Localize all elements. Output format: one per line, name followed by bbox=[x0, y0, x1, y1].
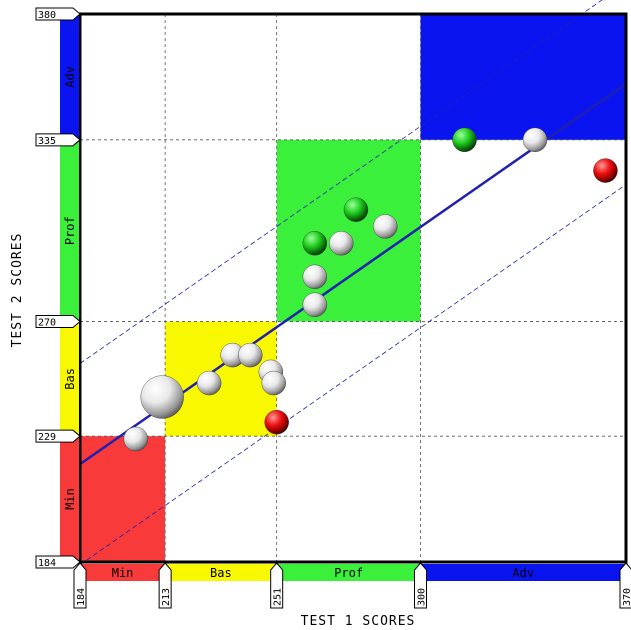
x-tick-label: 300 bbox=[417, 588, 428, 606]
level-region bbox=[80, 436, 166, 562]
data-point bbox=[302, 231, 328, 256]
data-point bbox=[238, 342, 263, 368]
x-tick-label: 184 bbox=[76, 588, 87, 606]
y-tick-label: 184 bbox=[38, 558, 56, 569]
x-tick-tag bbox=[619, 562, 631, 609]
plot-frame bbox=[78, 12, 628, 564]
y-tick-label: 270 bbox=[38, 318, 56, 329]
y-band bbox=[60, 14, 79, 140]
y-tick-label: 335 bbox=[38, 136, 56, 147]
x-band-label: Bas bbox=[210, 566, 232, 580]
data-point bbox=[264, 410, 289, 435]
y-tick-label: 380 bbox=[38, 10, 56, 21]
data-point bbox=[452, 127, 477, 153]
x-tick-label: 213 bbox=[161, 588, 172, 606]
y-band-label: Prof bbox=[63, 216, 77, 245]
x-band-label: Adv bbox=[512, 566, 534, 580]
y-band-label: Bas bbox=[63, 368, 77, 390]
x-band-label: Min bbox=[112, 566, 134, 580]
y-tick-tag bbox=[35, 133, 81, 147]
data-point bbox=[302, 292, 328, 317]
x-axis-title: TEST 1 SCORES bbox=[301, 614, 416, 629]
y-tick-tag bbox=[35, 7, 81, 21]
y-tick-label: 229 bbox=[38, 432, 56, 443]
x-band bbox=[165, 564, 277, 581]
x-band bbox=[80, 564, 166, 581]
data-point bbox=[593, 158, 618, 183]
y-band-label: Adv bbox=[63, 66, 77, 88]
y-axis-title: TEST 2 SCORES bbox=[10, 233, 25, 348]
data-point bbox=[261, 370, 286, 396]
data-point bbox=[196, 370, 222, 396]
x-band-label: Prof bbox=[334, 566, 363, 580]
level-region bbox=[420, 14, 626, 140]
x-band bbox=[420, 564, 626, 581]
confidence-line-lower bbox=[79, 184, 627, 566]
x-tick-tag bbox=[73, 562, 87, 609]
x-tick-tag bbox=[270, 562, 284, 609]
level-region bbox=[276, 139, 421, 322]
y-tick-tag bbox=[35, 555, 81, 569]
confidence-line-upper bbox=[79, 0, 603, 364]
x-band bbox=[276, 564, 421, 581]
data-point bbox=[373, 214, 398, 239]
x-tick-label: 370 bbox=[622, 588, 631, 606]
x-tick-tag bbox=[414, 562, 428, 609]
data-point bbox=[522, 127, 548, 153]
data-point bbox=[302, 264, 328, 290]
y-band bbox=[60, 321, 79, 437]
y-band bbox=[60, 436, 79, 562]
y-band bbox=[60, 139, 79, 322]
data-point bbox=[343, 197, 369, 222]
y-tick-tag bbox=[35, 429, 81, 443]
y-tick-tag bbox=[35, 315, 81, 329]
x-tick-tag bbox=[158, 562, 172, 609]
data-point bbox=[329, 231, 354, 256]
x-tick-label: 251 bbox=[273, 588, 284, 606]
data-point bbox=[123, 426, 148, 452]
y-band-label: Min bbox=[63, 488, 77, 510]
data-point bbox=[140, 375, 184, 419]
